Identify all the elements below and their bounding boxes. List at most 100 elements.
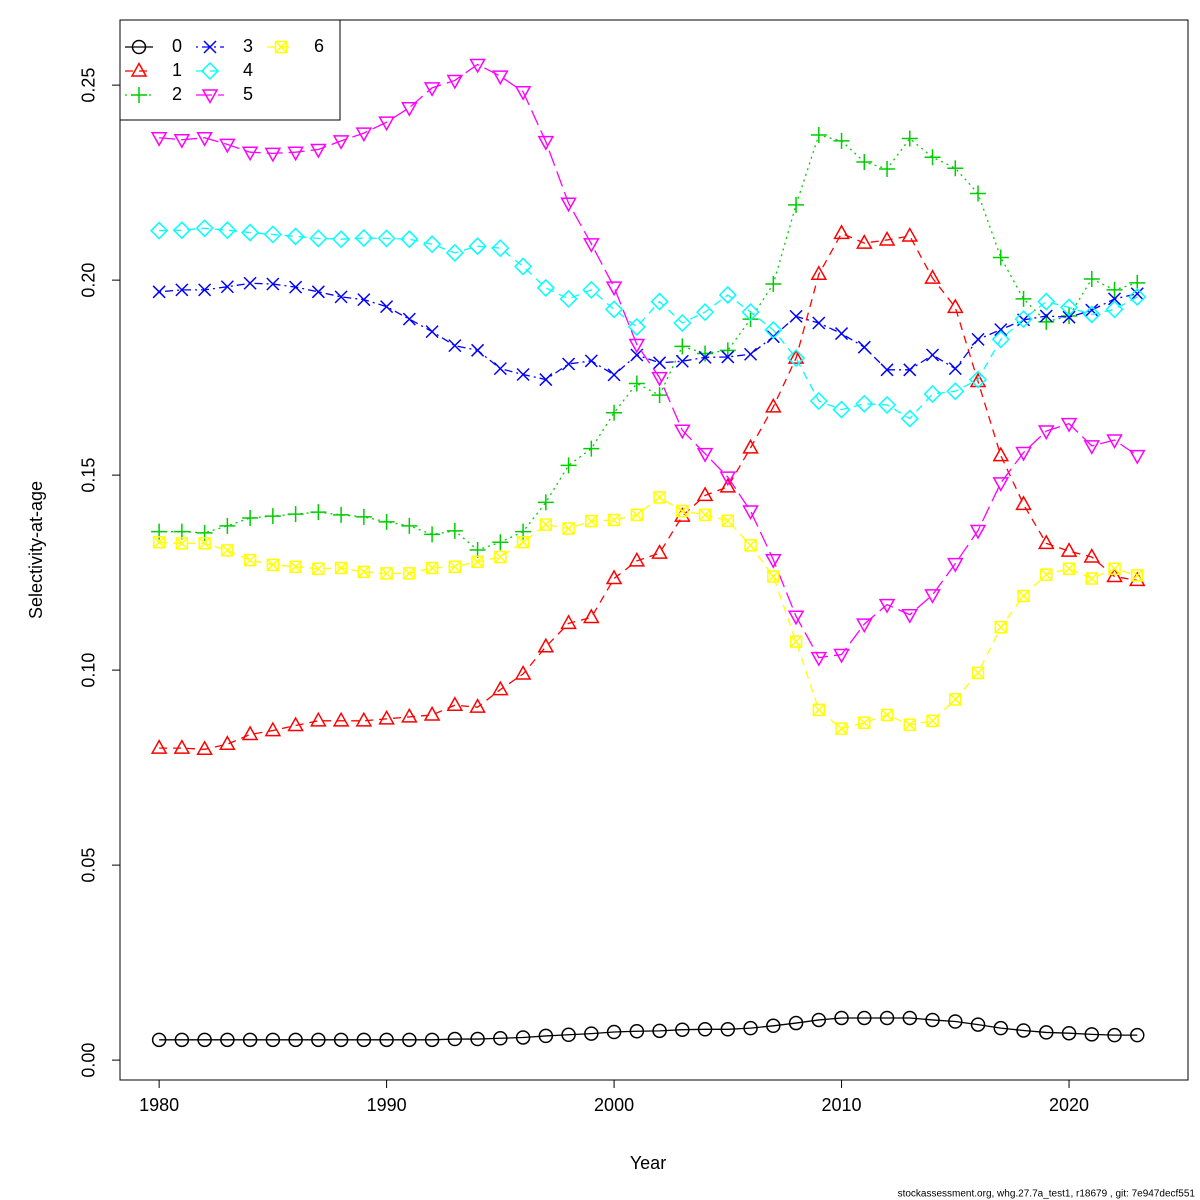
data-point xyxy=(1107,292,1122,306)
data-point xyxy=(857,1010,872,1026)
data-point xyxy=(1017,589,1030,603)
data-point xyxy=(355,127,373,143)
data-point xyxy=(926,348,940,362)
data-point xyxy=(1061,1025,1077,1041)
data-point xyxy=(947,298,964,314)
data-point xyxy=(812,316,826,330)
data-point xyxy=(1059,298,1079,317)
data-point xyxy=(242,1032,258,1048)
data-point xyxy=(948,362,962,376)
data-point xyxy=(195,219,214,238)
x-tick-label: 1980 xyxy=(139,1095,179,1115)
data-point xyxy=(698,508,712,522)
series-line xyxy=(159,63,1138,659)
data-point xyxy=(743,1020,758,1036)
data-point xyxy=(810,265,828,281)
data-point xyxy=(835,722,848,735)
data-point xyxy=(219,517,236,534)
data-point xyxy=(858,716,871,730)
data-point xyxy=(1037,292,1056,311)
data-point xyxy=(1082,305,1101,324)
data-point xyxy=(447,1031,463,1047)
data-point xyxy=(583,238,600,253)
data-point xyxy=(1015,495,1032,511)
data-point xyxy=(470,1031,485,1047)
y-tick-label: 0.20 xyxy=(79,263,99,298)
data-point xyxy=(1039,309,1053,323)
data-point xyxy=(220,1032,235,1048)
data-point xyxy=(878,230,896,246)
data-point xyxy=(878,598,896,614)
data-point xyxy=(991,330,1010,349)
data-point xyxy=(266,558,280,572)
data-point xyxy=(243,276,257,290)
data-point xyxy=(833,224,850,240)
data-point xyxy=(198,283,212,297)
data-point xyxy=(810,127,827,144)
data-point xyxy=(310,711,327,727)
data-point xyxy=(696,303,715,322)
data-point xyxy=(652,1023,667,1039)
data-point xyxy=(606,404,623,421)
data-point xyxy=(856,234,873,249)
data-point xyxy=(992,477,1010,492)
data-point xyxy=(424,1032,440,1048)
legend-label: 4 xyxy=(243,60,253,80)
data-point xyxy=(719,342,736,359)
data-point xyxy=(539,373,553,387)
data-point xyxy=(538,1028,554,1044)
data-point xyxy=(605,569,623,585)
data-point xyxy=(243,553,257,567)
x-tick-label: 2020 xyxy=(1049,1095,1089,1115)
x-tick-label: 1990 xyxy=(367,1095,407,1115)
data-point xyxy=(971,332,985,346)
y-tick-label: 0.00 xyxy=(79,1043,99,1078)
data-point xyxy=(242,510,259,527)
data-point xyxy=(787,610,805,626)
data-point xyxy=(287,716,304,732)
data-point xyxy=(401,517,418,534)
data-point xyxy=(765,554,782,569)
data-point xyxy=(355,508,372,525)
data-point xyxy=(697,345,714,362)
data-point xyxy=(448,339,462,353)
data-point xyxy=(970,185,987,202)
data-point xyxy=(288,1032,303,1048)
data-point xyxy=(197,1032,212,1048)
y-tick-label: 0.10 xyxy=(79,653,99,688)
data-point xyxy=(493,1031,508,1046)
data-point xyxy=(1107,1027,1122,1043)
data-point xyxy=(833,648,850,664)
data-point xyxy=(1106,567,1123,583)
data-point xyxy=(357,293,371,307)
data-point xyxy=(901,608,919,624)
legend-label: 2 xyxy=(172,84,182,104)
data-point xyxy=(445,243,464,262)
data-point xyxy=(721,350,735,364)
data-point xyxy=(469,698,486,713)
data-point xyxy=(789,309,803,323)
data-point xyxy=(172,221,191,240)
data-point xyxy=(788,196,805,213)
data-point xyxy=(1105,300,1124,319)
data-point xyxy=(219,138,236,154)
data-point xyxy=(539,518,553,531)
data-point xyxy=(606,1024,622,1040)
data-point xyxy=(1038,534,1055,550)
data-point xyxy=(403,567,416,580)
data-point xyxy=(150,221,169,240)
data-point xyxy=(1062,562,1076,575)
data-point xyxy=(1014,310,1033,329)
data-point xyxy=(832,400,851,419)
footer: stockassessment.org, whg.27.7a_test1, r1… xyxy=(898,1189,1196,1200)
data-point xyxy=(173,739,191,754)
data-point xyxy=(536,278,555,297)
data-point xyxy=(175,283,189,297)
data-point xyxy=(718,285,737,305)
data-point xyxy=(809,391,828,411)
data-point xyxy=(378,116,395,132)
data-point xyxy=(562,357,576,371)
data-point xyxy=(286,227,305,246)
data-point xyxy=(515,1030,531,1045)
data-point xyxy=(562,522,575,535)
